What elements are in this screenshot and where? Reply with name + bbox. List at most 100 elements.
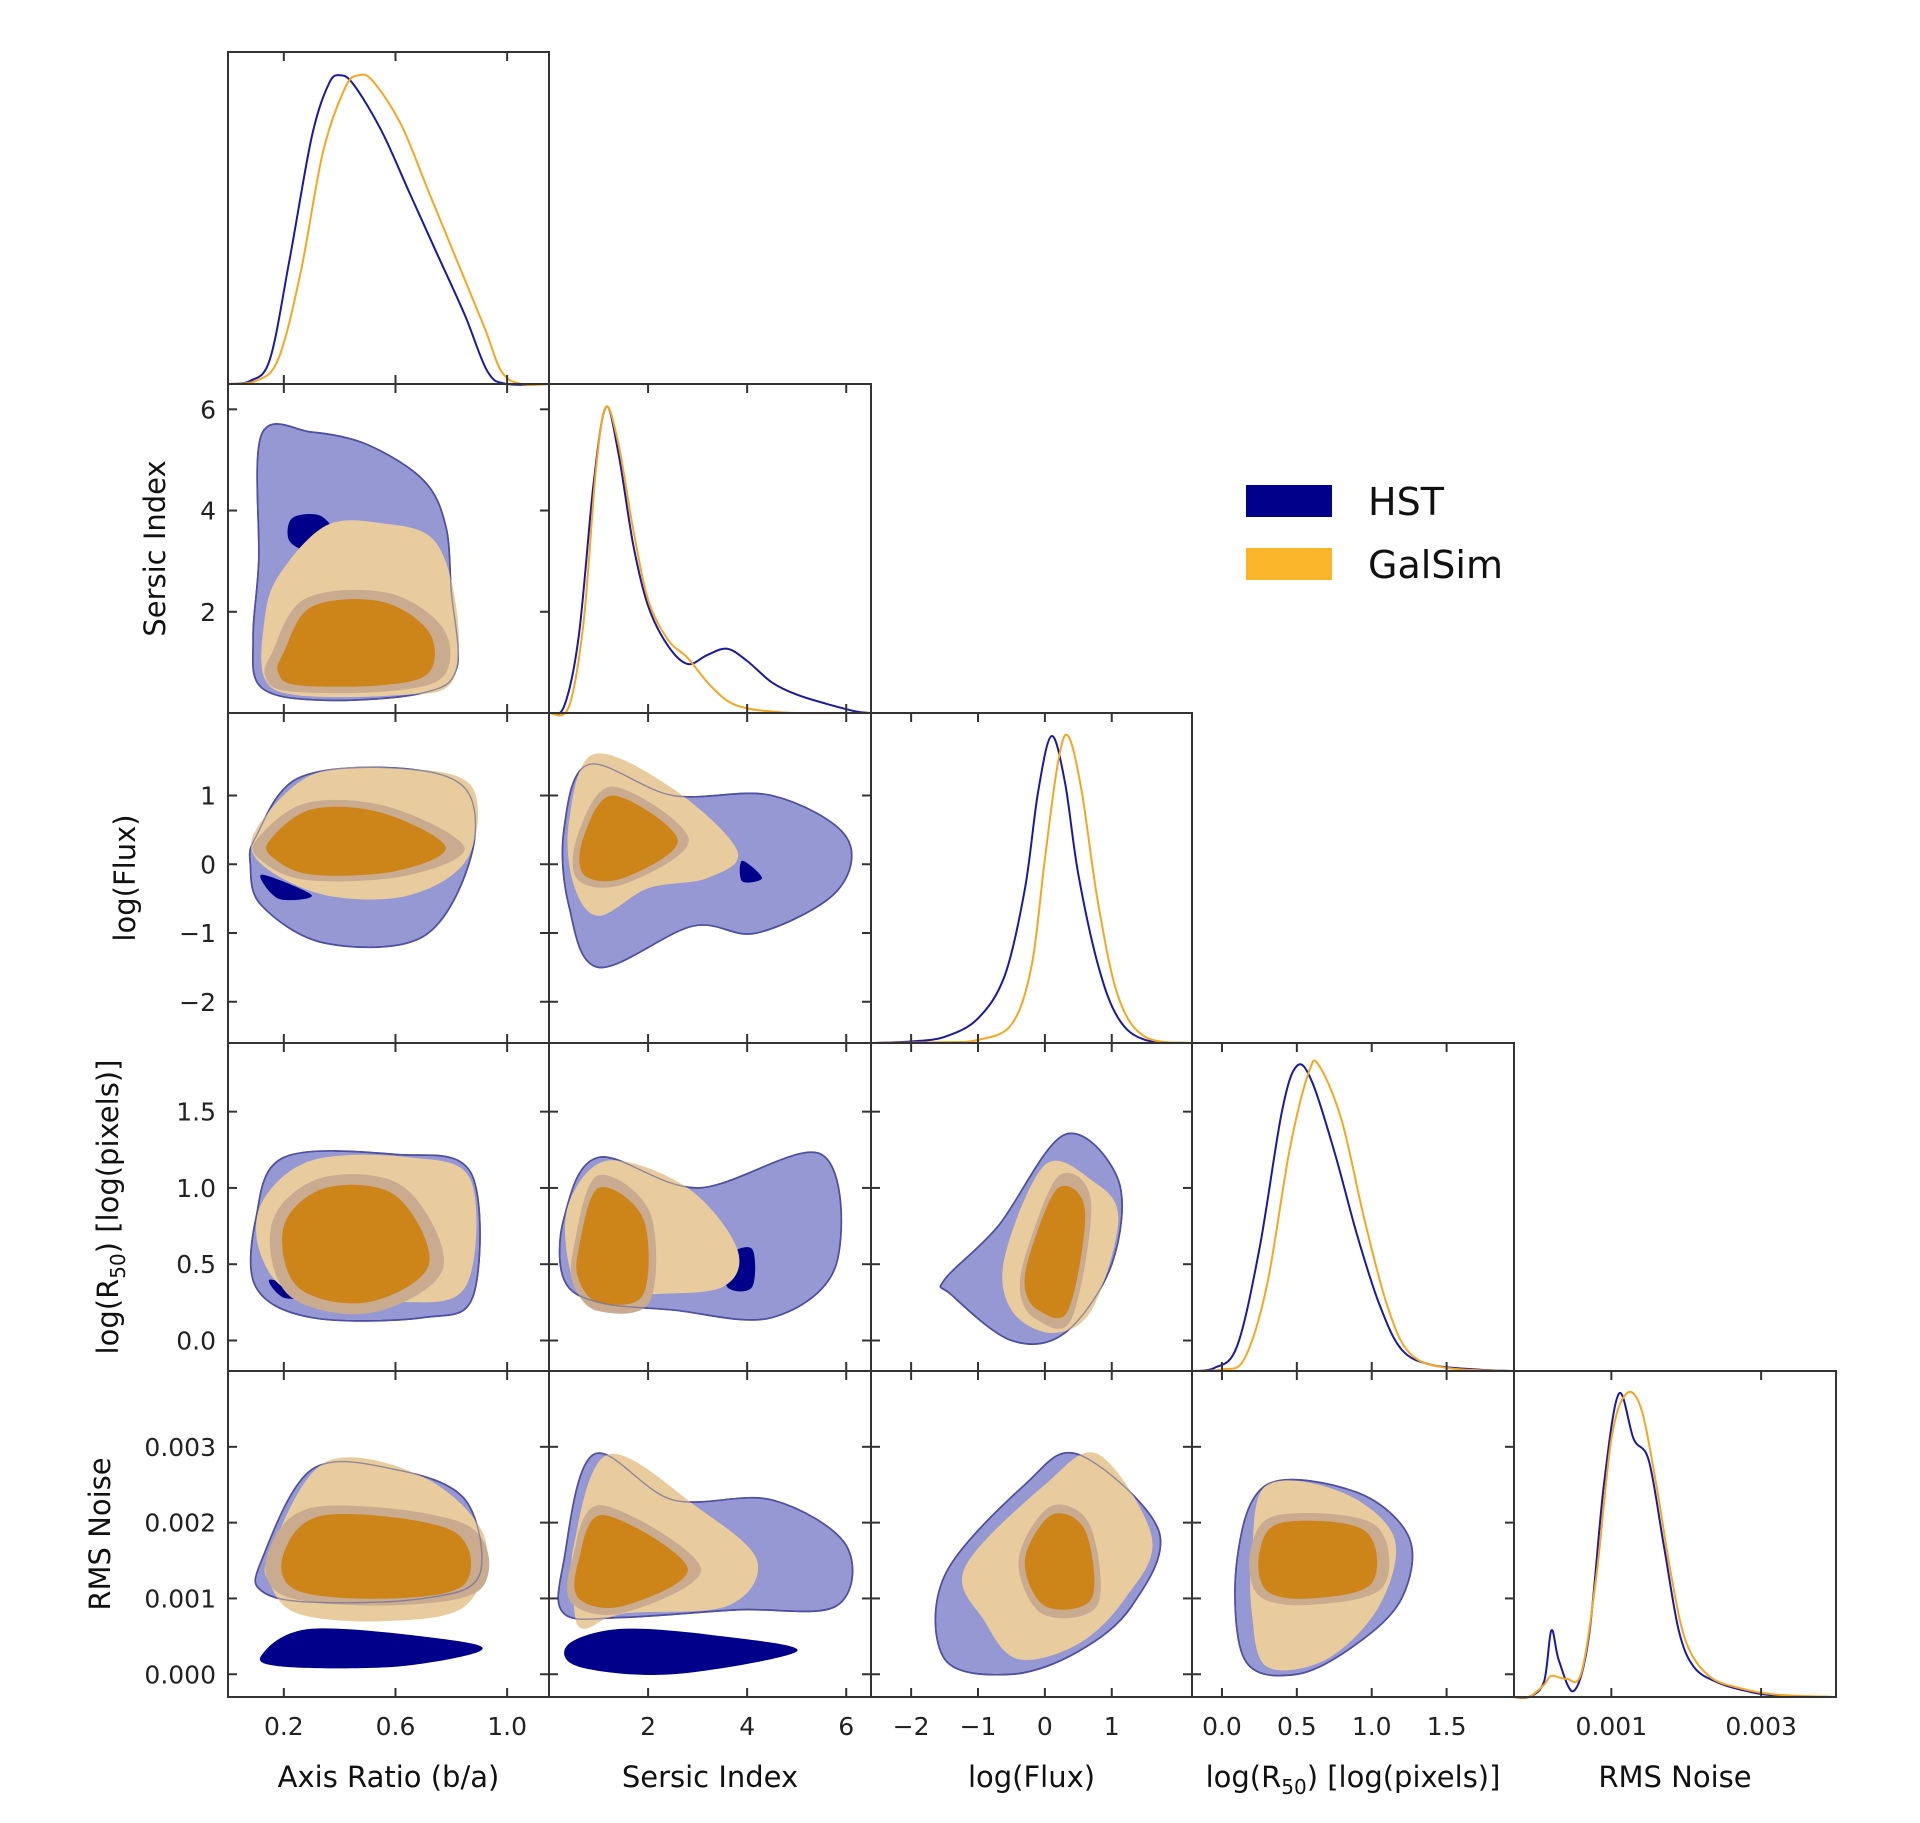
y-tick-label-rms_noise: 0.001 xyxy=(144,1584,216,1613)
y-axis-label-rms_noise: RMS Noise xyxy=(83,1457,117,1610)
y-tick-label-sersic: 2 xyxy=(200,598,216,627)
hst-density-line xyxy=(870,735,1193,1044)
galsim-density-line xyxy=(1513,1390,1837,1699)
legend-swatch-galsim xyxy=(1246,548,1332,580)
y-tick-label-log_r50: 0.5 xyxy=(176,1250,216,1279)
x-tick-label-log_flux: −1 xyxy=(960,1712,997,1741)
legend-label-galsim: GalSim xyxy=(1368,543,1503,587)
hst-contour-line xyxy=(934,1452,1162,1676)
galsim-contour-inner xyxy=(277,599,435,687)
contour-panel-sersic-vs-log_r50 xyxy=(558,1151,843,1321)
y-tick-label-rms_noise: 0.002 xyxy=(144,1509,216,1538)
y-tick-label-log_flux: 1 xyxy=(200,782,216,811)
hst-contour-line xyxy=(249,1150,481,1322)
contour-panel-axis_ratio-vs-rms_noise xyxy=(254,1457,490,1669)
y-tick-label-log_flux: −2 xyxy=(179,988,216,1017)
panel-frame-r3-c3 xyxy=(1191,1042,1515,1372)
legend: HST GalSim xyxy=(1246,480,1503,587)
galsim-density-line xyxy=(227,73,550,386)
hst-density-line xyxy=(1191,1063,1515,1372)
y-axis-label-log_flux: log(Flux) xyxy=(108,814,142,941)
x-tick-label-rms_noise: 0.001 xyxy=(1576,1712,1648,1741)
x-axis-label-rms_noise: RMS Noise xyxy=(1598,1760,1751,1794)
x-tick-label-sersic: 6 xyxy=(838,1712,854,1741)
contour-panel-log_r50-vs-rms_noise xyxy=(1234,1478,1414,1677)
x-axis-label-log_flux: log(Flux) xyxy=(968,1760,1095,1794)
galsim-contour-inner xyxy=(1024,1513,1095,1610)
hst-density-line xyxy=(227,74,550,386)
hst-contour-inner xyxy=(739,860,762,883)
x-tick-label-log_flux: 0 xyxy=(1037,1712,1053,1741)
x-tick-label-sersic: 4 xyxy=(739,1712,755,1741)
x-axis-label-axis_ratio: Axis Ratio (b/a) xyxy=(278,1760,500,1794)
contour-panel-log_flux-vs-log_r50 xyxy=(939,1132,1123,1346)
y-tick-label-sersic: 4 xyxy=(200,497,216,526)
hst-density-line xyxy=(548,405,872,716)
galsim-contour-inner xyxy=(281,1514,472,1599)
x-axis-label-sersic: Sersic Index xyxy=(622,1760,798,1794)
legend-label-hst: HST xyxy=(1368,480,1445,524)
hst-contour-line xyxy=(252,423,459,702)
x-tick-label-log_flux: 1 xyxy=(1104,1712,1120,1741)
legend-swatch-hst xyxy=(1246,485,1332,517)
contour-panel-axis_ratio-vs-log_flux xyxy=(248,766,479,949)
galsim-density-line xyxy=(1191,1059,1515,1372)
contour-panel-log_flux-vs-rms_noise xyxy=(934,1451,1162,1676)
galsim-contour-inner xyxy=(1024,1185,1086,1319)
galsim-contour-inner xyxy=(266,806,446,876)
hst-contour-line xyxy=(939,1132,1123,1345)
y-tick-label-log_flux: 0 xyxy=(200,850,216,879)
hst-contour-line xyxy=(558,1151,842,1321)
histogram-panel-axis_ratio xyxy=(227,73,550,386)
hst-contour-line xyxy=(561,763,853,969)
galsim-contour-inner xyxy=(574,1514,688,1609)
galsim-contour-inner xyxy=(576,1187,649,1305)
galsim-density-line xyxy=(548,405,872,717)
histogram-panel-sersic xyxy=(548,405,872,717)
hst-contour-line xyxy=(248,766,477,948)
y-tick-label-rms_noise: 0.000 xyxy=(144,1660,216,1689)
y-axis-label-log_r50: log(R50) [log(pixels)] xyxy=(91,1060,130,1355)
contour-panel-axis_ratio-vs-log_r50 xyxy=(249,1150,481,1322)
hst-contour-line xyxy=(557,1452,854,1620)
x-tick-label-log_flux: −2 xyxy=(893,1712,930,1741)
y-tick-label-log_r50: 0.0 xyxy=(176,1326,216,1355)
y-tick-label-rms_noise: 0.003 xyxy=(144,1433,216,1462)
hst-contour-inner xyxy=(564,1628,798,1675)
galsim-contour-inner xyxy=(1258,1520,1378,1599)
histogram-panel-log_flux xyxy=(870,733,1193,1044)
panels-layer: 0.2 0.6 1.0 Axis Ratio (b/a) 2 4 6 Sersic Index… xyxy=(83,51,1837,1799)
panel-frame-r4-c4 xyxy=(1513,1370,1837,1698)
x-tick-label-sersic: 2 xyxy=(640,1712,656,1741)
hst-contour-inner xyxy=(259,1628,483,1669)
contour-panel-sersic-vs-rms_noise xyxy=(557,1452,854,1675)
y-tick-label-log_flux: −1 xyxy=(179,919,216,948)
x-tick-label-log_r50: 1.5 xyxy=(1427,1712,1467,1741)
y-axis-label-sersic: Sersic Index xyxy=(138,460,172,636)
x-tick-label-log_r50: 0.5 xyxy=(1277,1712,1317,1741)
y-tick-label-log_r50: 1.0 xyxy=(176,1174,216,1203)
histogram-panel-rms_noise xyxy=(1513,1390,1837,1700)
hst-contour-line xyxy=(1234,1478,1414,1677)
y-tick-label-log_r50: 1.5 xyxy=(176,1098,216,1127)
x-tick-label-axis_ratio: 0.2 xyxy=(264,1712,304,1741)
x-axis-label-log_r50: log(R50) [log(pixels)] xyxy=(1206,1760,1501,1799)
x-tick-label-axis_ratio: 0.6 xyxy=(376,1712,416,1741)
contour-panel-axis_ratio-vs-sersic xyxy=(251,423,460,702)
panel-frame-r2-c2 xyxy=(870,712,1193,1044)
y-tick-label-sersic: 6 xyxy=(200,395,216,424)
hst-contour-line xyxy=(254,1460,483,1604)
x-tick-label-log_r50: 1.0 xyxy=(1352,1712,1392,1741)
galsim-contour-inner xyxy=(282,1184,430,1304)
galsim-density-line xyxy=(870,733,1193,1044)
contour-panel-sersic-vs-log_flux xyxy=(561,753,853,969)
hst-density-line xyxy=(1513,1392,1837,1700)
x-tick-label-rms_noise: 0.003 xyxy=(1725,1712,1797,1741)
x-tick-label-log_r50: 0.0 xyxy=(1202,1712,1242,1741)
x-tick-label-axis_ratio: 1.0 xyxy=(487,1712,527,1741)
panel-frame-r1-c1 xyxy=(548,383,872,714)
galsim-contour-inner xyxy=(579,795,678,882)
histogram-panel-log_r50 xyxy=(1191,1059,1515,1372)
hst-contour-inner xyxy=(260,874,312,901)
